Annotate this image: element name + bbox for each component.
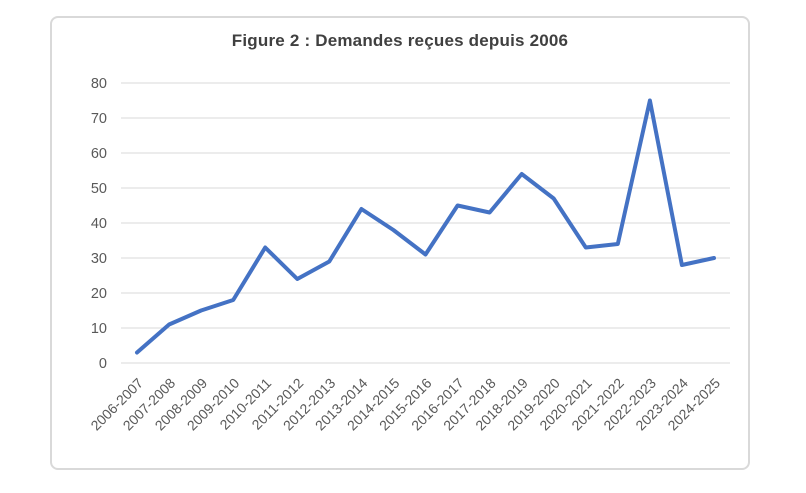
y-tick-label: 70	[91, 111, 107, 127]
chart-frame: Figure 2 : Demandes reçues depuis 2006 0…	[50, 16, 750, 470]
y-tick-label: 0	[99, 356, 107, 372]
x-axis-labels: 2006-20072007-20082008-20092009-20102010…	[87, 375, 723, 434]
y-tick-label: 80	[91, 76, 107, 92]
y-tick-label: 30	[91, 251, 107, 267]
line-chart: 0 10 20 30 40 50 60 70 80 2006-20072007-20082008-…	[87, 76, 730, 434]
data-line-series	[135, 98, 716, 355]
gridlines	[121, 82, 730, 364]
y-axis-labels: 0 10 20 30 40 50 60 70 80	[91, 76, 107, 372]
y-tick-label: 50	[91, 181, 107, 197]
y-tick-label: 20	[91, 286, 107, 302]
y-tick-label: 60	[91, 146, 107, 162]
y-tick-label: 10	[91, 321, 107, 337]
chart-title: Figure 2 : Demandes reçues depuis 2006	[231, 31, 569, 50]
y-tick-label: 40	[91, 216, 107, 232]
